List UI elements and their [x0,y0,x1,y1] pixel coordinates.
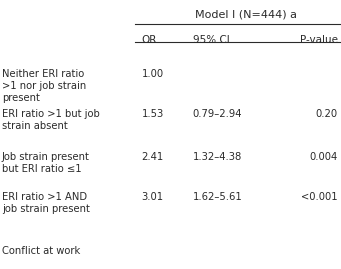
Text: ERI ratio >1 AND
job strain present: ERI ratio >1 AND job strain present [2,192,90,214]
Text: Neither ERI ratio
>1 nor job strain
present: Neither ERI ratio >1 nor job strain pres… [2,69,86,102]
Text: ERI ratio >1 but job
strain absent: ERI ratio >1 but job strain absent [2,109,100,131]
Text: <0.001: <0.001 [301,192,338,202]
Text: 0.20: 0.20 [315,109,338,119]
Text: P-value: P-value [300,35,338,45]
Text: 1.62–5.61: 1.62–5.61 [193,192,242,202]
Text: 1.00: 1.00 [142,69,164,79]
Text: 0.004: 0.004 [309,152,338,162]
Text: 95% CI: 95% CI [193,35,229,45]
Text: Conflict at work: Conflict at work [2,246,80,256]
Text: 0.79–2.94: 0.79–2.94 [193,109,242,119]
Text: 2.41: 2.41 [142,152,164,162]
Text: Model I (N=444) a: Model I (N=444) a [194,9,297,19]
Text: OR: OR [142,35,157,45]
Text: 3.01: 3.01 [142,192,164,202]
Text: 1.32–4.38: 1.32–4.38 [193,152,242,162]
Text: 1.53: 1.53 [142,109,164,119]
Text: Job strain present
but ERI ratio ≤1: Job strain present but ERI ratio ≤1 [2,152,90,174]
